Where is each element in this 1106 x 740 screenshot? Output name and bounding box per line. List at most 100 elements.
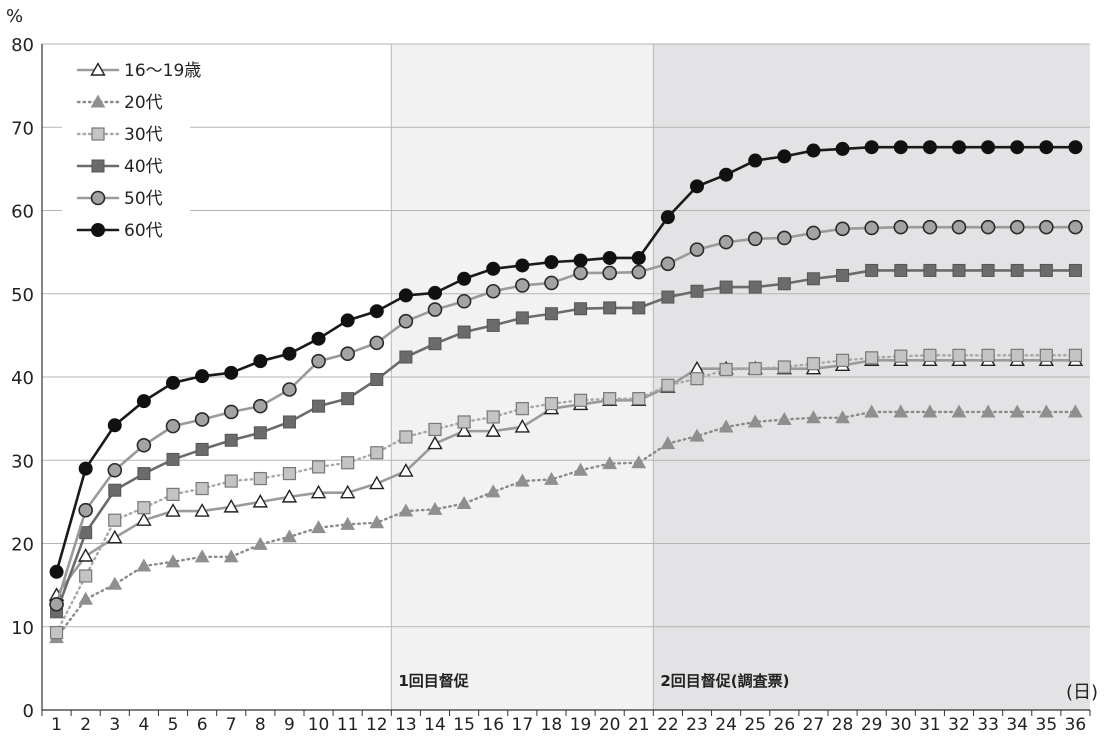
data-point-s4-day31 xyxy=(923,263,937,277)
data-point-s2-day12 xyxy=(369,515,385,529)
data-point-s4-day35 xyxy=(1039,263,1053,277)
series-5 xyxy=(49,219,1083,612)
data-point-s4-day34 xyxy=(1010,263,1024,277)
data-point-s4-day23 xyxy=(690,284,704,298)
data-point-s2-day15 xyxy=(456,496,472,510)
data-point-s3-day13 xyxy=(399,430,413,444)
data-point-s4-day30 xyxy=(894,263,908,277)
y-tick-label-20: 20 xyxy=(11,535,34,556)
data-point-s5-day26 xyxy=(777,230,792,246)
data-point-s6-day12 xyxy=(369,304,384,319)
data-point-s5-day5 xyxy=(165,418,181,434)
x-tick-label-20: 20 xyxy=(599,715,621,735)
data-point-s2-day3 xyxy=(107,576,123,590)
legend: 16〜19歳 20代 30代 40代 50代 60代 xyxy=(62,52,201,242)
data-point-s6-day1 xyxy=(49,564,64,579)
data-point-s4-day11 xyxy=(341,392,355,406)
gridlines xyxy=(42,43,1090,628)
data-point-s5-day31 xyxy=(922,219,938,235)
series-group xyxy=(48,140,1084,644)
data-point-s5-day3 xyxy=(107,462,123,478)
data-point-s5-day32 xyxy=(951,219,967,235)
data-point-s6-day33 xyxy=(981,140,996,155)
data-point-s4-day24 xyxy=(719,280,733,294)
data-point-s2-day18 xyxy=(544,471,559,485)
data-point-s4-day3 xyxy=(108,483,122,497)
data-point-s4-day27 xyxy=(806,272,820,286)
legend-swatch-marker-3 xyxy=(91,127,105,141)
data-point-s3-day35 xyxy=(1039,348,1053,362)
legend-label-4: 40代 xyxy=(124,157,163,177)
data-point-s2-day16 xyxy=(485,484,501,498)
data-point-s1-day12 xyxy=(369,475,385,490)
data-point-s5-day19 xyxy=(573,265,588,281)
x-tick-label-22: 22 xyxy=(657,715,679,735)
data-point-s2-day20 xyxy=(602,456,618,470)
data-point-s1-day16 xyxy=(485,423,501,437)
data-point-s1-day14 xyxy=(427,435,443,450)
data-point-s3-day20 xyxy=(603,392,617,406)
data-point-s4-day15 xyxy=(457,325,471,339)
data-point-s1-day13 xyxy=(398,463,414,477)
data-point-s5-day34 xyxy=(1009,219,1025,235)
data-point-s3-day1 xyxy=(49,625,64,640)
data-point-s5-day28 xyxy=(835,221,850,237)
data-point-s1-day10 xyxy=(310,484,327,499)
data-point-s6-day10 xyxy=(311,331,326,346)
data-point-s2-day23 xyxy=(689,428,705,442)
x-tick-label-2: 2 xyxy=(80,715,91,735)
data-point-s5-day12 xyxy=(369,335,385,351)
data-point-s4-day9 xyxy=(282,415,296,429)
data-point-s3-day18 xyxy=(544,397,559,411)
data-point-s3-day26 xyxy=(777,360,791,374)
data-point-s2-day5 xyxy=(165,554,181,568)
data-point-s5-day21 xyxy=(631,264,647,280)
series-3 xyxy=(49,348,1083,640)
region-label-1: 1回目督促 xyxy=(398,672,469,690)
legend-background xyxy=(62,52,190,242)
data-point-s3-day11 xyxy=(341,456,355,470)
y-tick-label-30: 30 xyxy=(11,451,34,472)
data-point-s4-day29 xyxy=(865,263,879,277)
data-point-s6-day15 xyxy=(457,271,472,286)
data-point-s5-day36 xyxy=(1068,219,1083,235)
legend-label-1: 16〜19歳 xyxy=(124,61,201,81)
series-4 xyxy=(50,263,1082,619)
data-point-s1-day3 xyxy=(107,529,123,544)
y-tick-label-60: 60 xyxy=(11,202,34,223)
data-point-s4-day33 xyxy=(981,263,995,277)
data-point-s1-day8 xyxy=(252,493,269,508)
data-point-s2-day17 xyxy=(514,473,530,487)
data-point-s2-day14 xyxy=(427,501,443,515)
data-point-s5-day24 xyxy=(718,234,734,250)
data-point-s5-day13 xyxy=(398,313,414,329)
y-tick-label-40: 40 xyxy=(11,368,34,389)
data-point-s2-day19 xyxy=(573,462,588,476)
data-point-s4-day5 xyxy=(166,452,180,466)
data-point-s6-day24 xyxy=(719,167,734,182)
data-point-s2-day11 xyxy=(340,516,356,530)
data-point-s6-day21 xyxy=(631,250,646,265)
y-tick-label-70: 70 xyxy=(11,118,34,139)
x-tick-label-8: 8 xyxy=(255,715,266,735)
data-point-s3-day31 xyxy=(923,348,937,362)
data-point-s2-day36 xyxy=(1068,404,1083,418)
data-point-s5-day27 xyxy=(806,225,821,241)
data-point-s6-day16 xyxy=(486,261,501,276)
data-point-s4-day18 xyxy=(544,307,558,321)
data-point-s3-day16 xyxy=(486,410,500,424)
data-point-s6-day11 xyxy=(340,313,355,328)
series-6 xyxy=(49,140,1083,579)
data-point-s2-day2 xyxy=(78,591,94,605)
data-point-s1-day17 xyxy=(514,419,531,433)
x-tick-label-13: 13 xyxy=(395,715,417,735)
x-tick-label-11: 11 xyxy=(337,715,359,735)
data-point-s1-day15 xyxy=(456,423,472,437)
data-point-s2-day22 xyxy=(660,436,676,450)
data-point-s6-day9 xyxy=(282,346,297,361)
data-point-s2-day27 xyxy=(806,410,821,424)
data-point-s4-day10 xyxy=(312,399,326,413)
data-point-s4-day25 xyxy=(748,280,762,294)
x-tick-label-33: 33 xyxy=(977,715,999,735)
data-point-s2-day26 xyxy=(776,411,792,425)
